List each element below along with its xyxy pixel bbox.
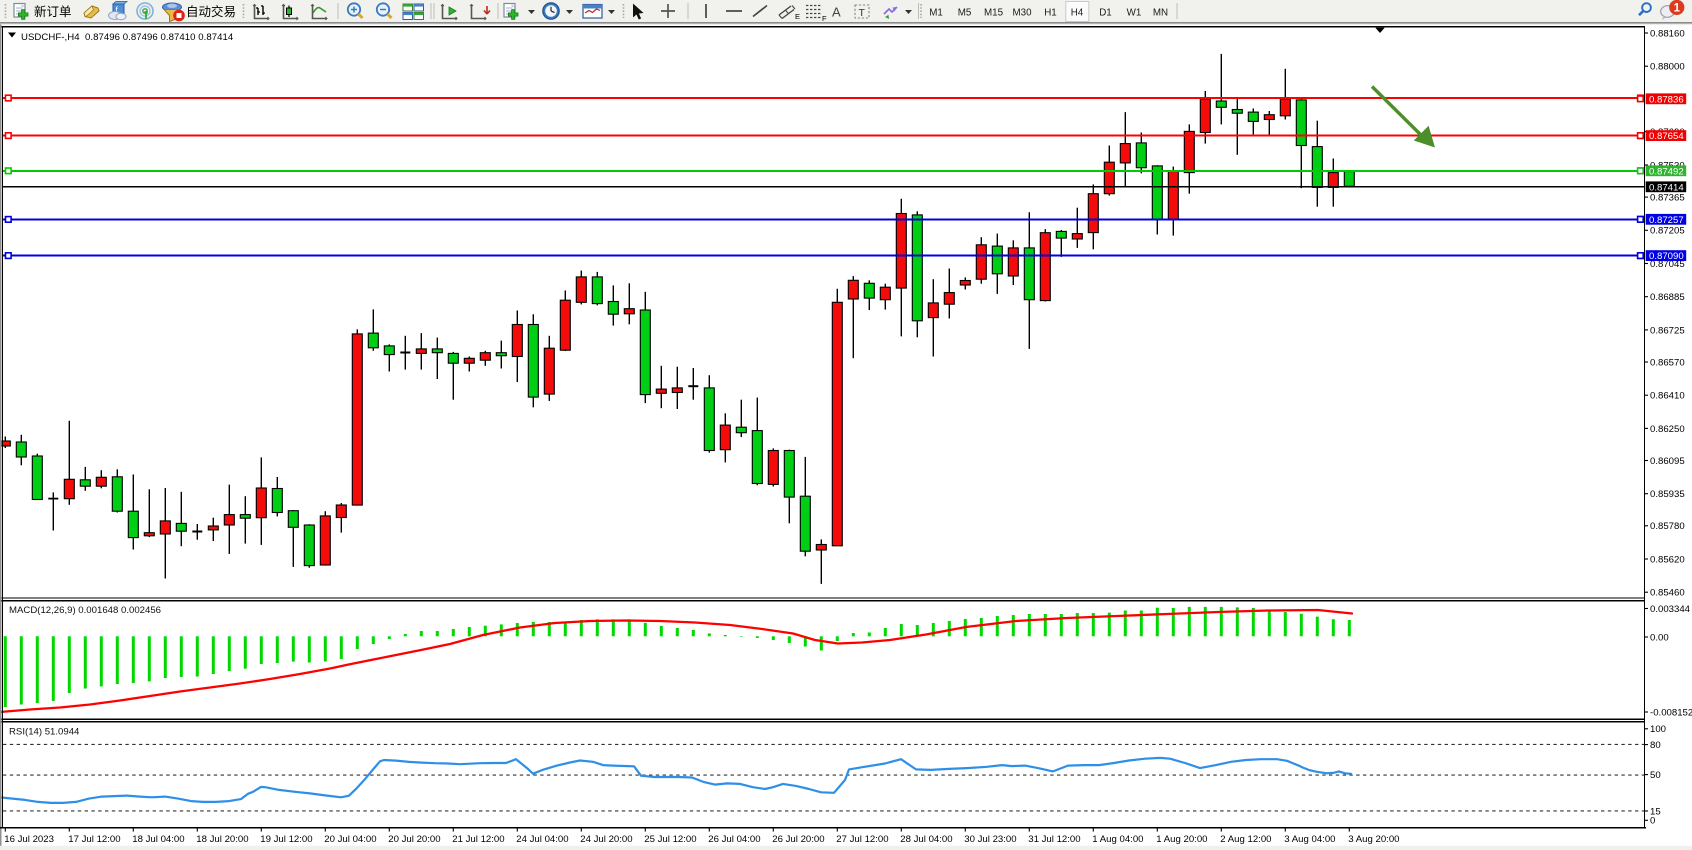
svg-text:A: A: [832, 5, 841, 20]
svg-text:USDCHF-,H4 0.87496 0.87496 0.: USDCHF-,H4 0.87496 0.87496 0.87410 0.874…: [21, 32, 234, 43]
svg-text:0.00: 0.00: [1650, 632, 1669, 643]
svg-text:21 Jul 12:00: 21 Jul 12:00: [452, 834, 504, 845]
svg-text:31 Jul 12:00: 31 Jul 12:00: [1028, 834, 1080, 845]
svg-text:0.86095: 0.86095: [1650, 456, 1685, 467]
svg-text:H4: H4: [1071, 8, 1084, 19]
svg-text:1: 1: [1674, 3, 1681, 15]
svg-text:0.87257: 0.87257: [1649, 215, 1684, 226]
svg-text:M1: M1: [929, 8, 943, 19]
svg-text:100: 100: [1650, 724, 1666, 735]
svg-text:0.87414: 0.87414: [1649, 182, 1684, 193]
svg-text:0.88000: 0.88000: [1650, 62, 1685, 73]
svg-text:RSI(14) 51.0944: RSI(14) 51.0944: [9, 727, 80, 738]
svg-text:0.87654: 0.87654: [1649, 131, 1684, 142]
svg-text:M15: M15: [984, 8, 1004, 19]
svg-text:0.003344: 0.003344: [1650, 604, 1691, 615]
svg-text:D1: D1: [1099, 8, 1112, 19]
svg-text:f: f: [116, 5, 119, 15]
svg-text:MACD(12,26,9) 0.001648 0.00245: MACD(12,26,9) 0.001648 0.002456: [9, 605, 161, 616]
svg-text:新订单: 新订单: [34, 4, 72, 19]
svg-text:M5: M5: [958, 8, 972, 19]
svg-text:0.87836: 0.87836: [1649, 94, 1684, 105]
svg-text:3 Aug 20:00: 3 Aug 20:00: [1348, 834, 1399, 845]
svg-text:26 Jul 04:00: 26 Jul 04:00: [708, 834, 760, 845]
svg-text:-0.008152: -0.008152: [1650, 707, 1692, 718]
svg-text:80: 80: [1650, 740, 1661, 751]
svg-text:0.85935: 0.85935: [1650, 489, 1685, 500]
svg-text:0.86885: 0.86885: [1650, 292, 1685, 303]
svg-text:18 Jul 20:00: 18 Jul 20:00: [196, 834, 248, 845]
svg-text:15: 15: [1650, 806, 1661, 817]
svg-text:1 Aug 20:00: 1 Aug 20:00: [1156, 834, 1207, 845]
svg-text:0.86410: 0.86410: [1650, 391, 1685, 402]
svg-text:27 Jul 12:00: 27 Jul 12:00: [836, 834, 888, 845]
svg-text:MN: MN: [1153, 8, 1168, 19]
svg-text:自动交易: 自动交易: [186, 4, 236, 19]
svg-text:E: E: [795, 12, 800, 21]
svg-text:24 Jul 04:00: 24 Jul 04:00: [516, 834, 568, 845]
svg-text:20 Jul 20:00: 20 Jul 20:00: [388, 834, 440, 845]
svg-text:M30: M30: [1012, 8, 1032, 19]
svg-text:T: T: [859, 7, 866, 19]
svg-text:18 Jul 04:00: 18 Jul 04:00: [132, 834, 184, 845]
svg-text:W1: W1: [1127, 8, 1142, 19]
svg-text:0.86725: 0.86725: [1650, 325, 1685, 336]
svg-text:30 Jul 23:00: 30 Jul 23:00: [964, 834, 1016, 845]
svg-text:28 Jul 04:00: 28 Jul 04:00: [900, 834, 952, 845]
svg-text:24 Jul 20:00: 24 Jul 20:00: [580, 834, 632, 845]
svg-text:0.87090: 0.87090: [1649, 251, 1684, 262]
svg-text:19 Jul 12:00: 19 Jul 12:00: [260, 834, 312, 845]
svg-text:25 Jul 12:00: 25 Jul 12:00: [644, 834, 696, 845]
svg-text:0.86250: 0.86250: [1650, 424, 1685, 435]
svg-text:0.88160: 0.88160: [1650, 28, 1685, 39]
svg-text:17 Jul 12:00: 17 Jul 12:00: [68, 834, 120, 845]
svg-text:F: F: [822, 14, 827, 23]
svg-text:0.87365: 0.87365: [1650, 193, 1685, 204]
svg-text:H1: H1: [1044, 8, 1057, 19]
svg-text:0.87205: 0.87205: [1650, 226, 1685, 237]
svg-text:0.87492: 0.87492: [1649, 166, 1684, 177]
svg-text:50: 50: [1650, 770, 1661, 781]
svg-text:3 Aug 04:00: 3 Aug 04:00: [1284, 834, 1335, 845]
svg-text:26 Jul 20:00: 26 Jul 20:00: [772, 834, 824, 845]
svg-text:0.86570: 0.86570: [1650, 357, 1685, 368]
svg-text:0.87045: 0.87045: [1650, 259, 1685, 270]
svg-text:2 Aug 12:00: 2 Aug 12:00: [1220, 834, 1271, 845]
svg-text:0.85620: 0.85620: [1650, 554, 1685, 565]
svg-text:0.85460: 0.85460: [1650, 588, 1685, 599]
svg-text:0: 0: [1650, 816, 1655, 827]
svg-text:16 Jul 2023: 16 Jul 2023: [4, 834, 54, 845]
svg-text:20 Jul 04:00: 20 Jul 04:00: [324, 834, 376, 845]
svg-text:1 Aug 04:00: 1 Aug 04:00: [1092, 834, 1143, 845]
svg-text:0.85780: 0.85780: [1650, 521, 1685, 532]
